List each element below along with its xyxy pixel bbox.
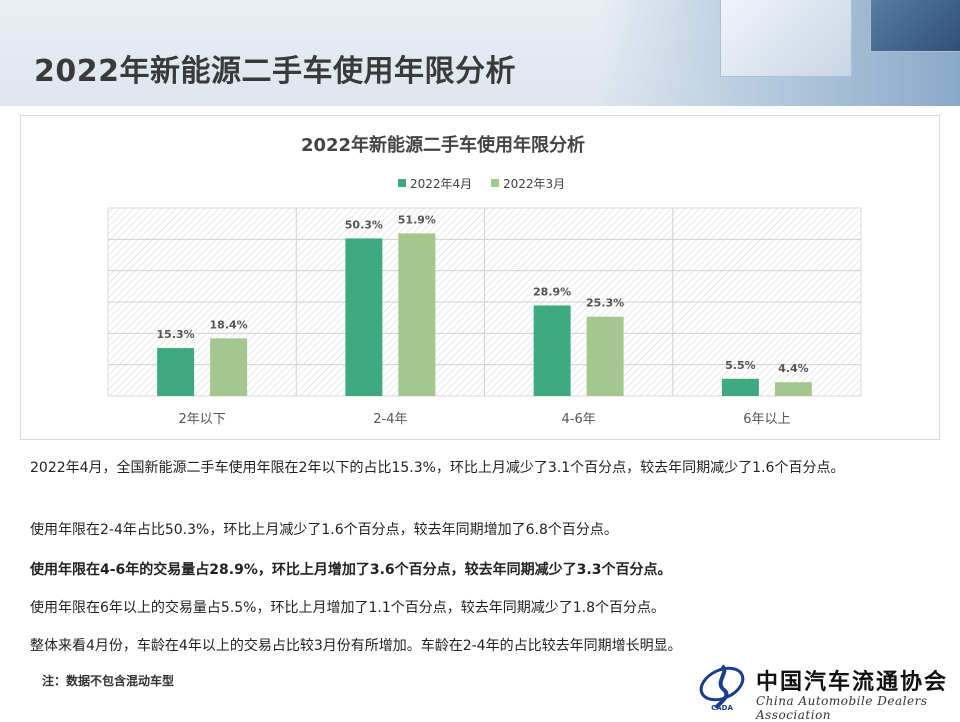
x-tick-label: 6年以上 — [743, 412, 790, 427]
association-name-cn: 中国汽车流通协会 — [756, 669, 949, 695]
bar — [345, 238, 383, 396]
chart-title: 2022年新能源二手车使用年限分析 — [301, 134, 585, 156]
footnote: 注：数据不包含混动车型 — [42, 674, 175, 688]
association-name-en: China Automobile Dealers Association — [756, 694, 928, 722]
page-title: 2022年新能源二手车使用年限分析 — [34, 54, 516, 89]
bars: 15.3% 18.4% 50.3% 51.9% 28.9% 25.3% 5.5% 4.4% — [157, 213, 812, 396]
bar — [533, 305, 571, 396]
legend-swatch — [398, 179, 406, 187]
data-label: 5.5% — [725, 359, 756, 372]
note-paragraph: 使用年限在2-4年占比50.3%，环比上月减少了1.6个百分点，较去年同期增加了… — [30, 522, 618, 538]
cada-logo-icon: CADA — [699, 664, 745, 712]
data-label: 50.3% — [345, 218, 383, 231]
legend-label: 2022年4月 — [410, 177, 472, 191]
x-tick-label: 2-4年 — [373, 412, 407, 427]
data-label: 28.9% — [533, 285, 571, 298]
bar — [210, 338, 248, 396]
bar — [157, 348, 195, 396]
legend-swatch — [491, 179, 499, 187]
legend-label: 2022年3月 — [503, 177, 565, 191]
note-paragraph: 整体来看4月份，车龄在4年以上的交易占比较3月份有所增加。车龄在2-4年的占比较… — [30, 638, 682, 654]
bar — [586, 316, 624, 396]
data-label: 15.3% — [157, 328, 195, 341]
x-tick-label: 4-6年 — [562, 412, 596, 427]
x-axis: 2年以下 2-4年 4-6年 6年以上 — [178, 412, 790, 427]
logo-mark-text: CADA — [711, 704, 733, 712]
association-logo: CADA 中国汽车流通协会 China Automobile Dealers A… — [692, 656, 954, 722]
chart-legend: 2022年4月 2022年3月 — [398, 177, 565, 191]
data-label: 18.4% — [210, 318, 248, 331]
data-label: 25.3% — [586, 297, 624, 310]
header-decoration — [600, 0, 960, 106]
x-tick-label: 2年以下 — [178, 412, 225, 427]
note-paragraph-highlight: 使用年限在4-6年的交易量占28.9%，环比上月增加了3.6个百分点，较去年同期… — [30, 562, 672, 578]
chart-panel: 2022年新能源二手车使用年限分析 2022年4月 2022年3月 15.3% 18… — [20, 115, 940, 440]
data-label: 4.4% — [778, 362, 809, 375]
bar — [774, 382, 812, 396]
bar — [721, 378, 759, 396]
note-paragraph: 使用年限在6年以上的交易量占5.5%，环比上月增加了1.1个百分点，较去年同期减… — [30, 600, 666, 616]
decorative-cube — [870, 0, 960, 52]
decorative-cube — [720, 0, 852, 77]
data-label: 51.9% — [398, 213, 436, 226]
bar — [398, 233, 436, 396]
bar-chart: 2022年新能源二手车使用年限分析 2022年4月 2022年3月 15.3% 18… — [107, 134, 862, 427]
header-banner: 2022年新能源二手车使用年限分析 — [0, 0, 960, 106]
note-paragraph: 2022年4月，全国新能源二手车使用年限在2年以下的占比15.3%，环比上月减少… — [30, 460, 845, 476]
